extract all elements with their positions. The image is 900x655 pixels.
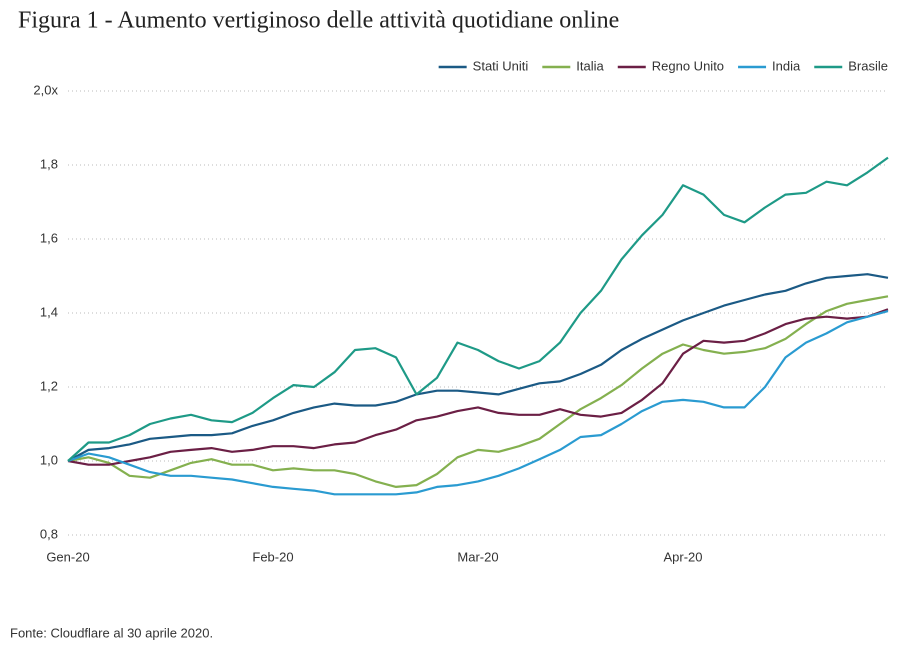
- legend-label: Stati Uniti: [473, 58, 529, 73]
- y-tick-label: 0,8: [40, 526, 58, 541]
- x-tick-label: Apr-20: [663, 549, 702, 564]
- series-line: [67, 273, 889, 462]
- legend-label: India: [772, 58, 801, 73]
- series-line: [67, 295, 889, 488]
- x-tick-label: Gen-20: [46, 549, 89, 564]
- legend-label: Regno Unito: [652, 58, 724, 73]
- x-tick-label: Feb-20: [252, 549, 293, 564]
- y-tick-label: 1,4: [40, 304, 58, 319]
- y-tick-label: 1,2: [40, 378, 58, 393]
- series-line: [67, 310, 889, 496]
- legend-label: Brasile: [848, 58, 888, 73]
- y-tick-label: 1,6: [40, 230, 58, 245]
- x-tick-label: Mar-20: [457, 549, 498, 564]
- legend-label: Italia: [576, 58, 604, 73]
- source-note: Fonte: Cloudflare al 30 aprile 2020.: [10, 625, 213, 640]
- series-line: [67, 308, 889, 466]
- y-tick-label: 1,8: [40, 156, 58, 171]
- series-line: [67, 156, 889, 462]
- chart-title: Figura 1 - Aumento vertiginoso delle att…: [18, 8, 619, 34]
- y-tick-label: 2,0x: [33, 82, 58, 97]
- y-tick-label: 1,0: [40, 452, 58, 467]
